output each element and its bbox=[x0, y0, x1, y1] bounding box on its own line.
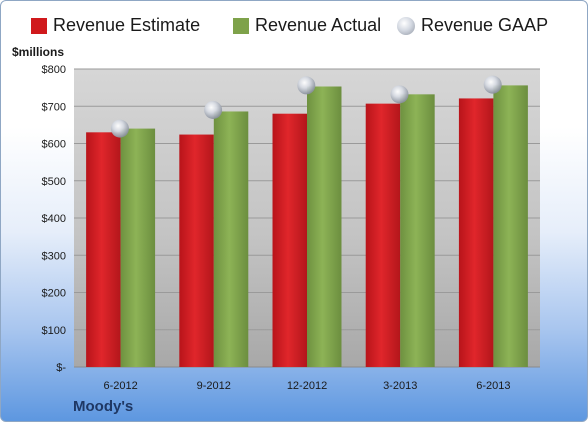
legend-marker-gaap bbox=[397, 16, 415, 35]
legend-swatch-actual bbox=[233, 17, 249, 34]
legend-item-revenue-actual: Revenue Actual bbox=[233, 15, 381, 36]
bar-revenue-estimate bbox=[365, 103, 401, 367]
point-revenue-gaap bbox=[110, 119, 129, 138]
x-tick-label: 6-2012 bbox=[103, 380, 137, 392]
x-tick-label: 3-2013 bbox=[383, 380, 417, 392]
bar-revenue-estimate bbox=[86, 132, 121, 367]
bar-revenue-estimate bbox=[272, 113, 307, 367]
bar-revenue-actual bbox=[400, 94, 435, 367]
legend-label-gaap: Revenue GAAP bbox=[421, 15, 549, 35]
bar-revenue-actual bbox=[213, 111, 249, 367]
bar-revenue-actual bbox=[120, 128, 156, 367]
bar-revenue-actual bbox=[307, 86, 342, 367]
y-tick-label: $100 bbox=[42, 325, 66, 337]
point-revenue-gaap bbox=[297, 76, 316, 95]
y-tick-label: $700 bbox=[42, 101, 66, 113]
x-tick-label: 6-2013 bbox=[476, 380, 510, 392]
y-tick-label: $200 bbox=[42, 288, 66, 300]
legend-item-revenue-gaap: Revenue GAAP bbox=[397, 15, 548, 36]
y-tick-label: $500 bbox=[42, 176, 66, 188]
legend-label-estimate: Revenue Estimate bbox=[53, 15, 201, 35]
bar-revenue-actual bbox=[493, 85, 528, 367]
y-axis-unit-label: $millions bbox=[12, 45, 65, 59]
y-tick-label: $600 bbox=[42, 139, 66, 151]
x-tick-label: 9-2012 bbox=[197, 380, 231, 392]
company-name: Moody's bbox=[73, 398, 134, 415]
legend-swatch-estimate bbox=[31, 17, 47, 34]
bar-revenue-estimate bbox=[179, 134, 214, 367]
x-tick-label: 12-2012 bbox=[287, 380, 327, 392]
point-revenue-gaap bbox=[390, 85, 409, 104]
y-tick-label: $400 bbox=[42, 213, 66, 225]
legend-label-actual: Revenue Actual bbox=[255, 15, 382, 35]
point-revenue-gaap bbox=[483, 75, 502, 94]
y-tick-label: $300 bbox=[42, 250, 66, 262]
y-tick-label: $- bbox=[56, 362, 66, 374]
legend: Revenue Estimate Revenue Actual Revenue … bbox=[1, 15, 587, 43]
bar-revenue-estimate bbox=[458, 98, 494, 368]
legend-item-revenue-estimate: Revenue Estimate bbox=[31, 15, 200, 36]
point-revenue-gaap bbox=[204, 100, 223, 119]
y-tick-label: $800 bbox=[42, 64, 66, 76]
